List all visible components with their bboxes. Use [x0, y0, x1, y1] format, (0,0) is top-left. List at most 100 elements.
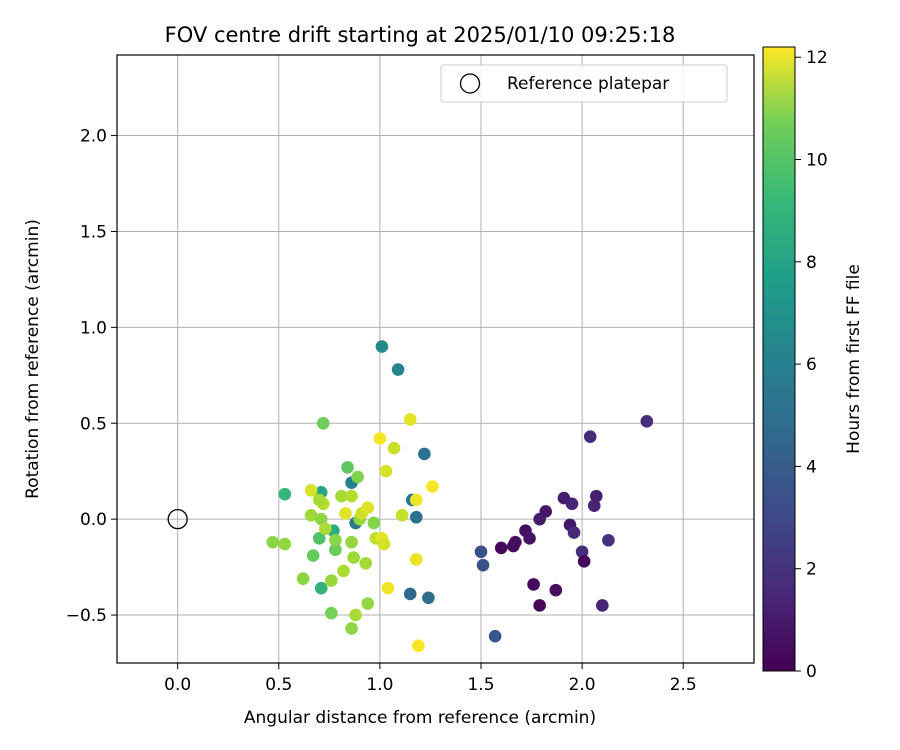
- data-point: [278, 537, 292, 551]
- data-point: [395, 509, 409, 522]
- data-point: [329, 533, 342, 547]
- data-point: [381, 581, 395, 595]
- data-point: [296, 572, 310, 585]
- y-axis-ticks: −0.5 0.0 0.5 1.0 1.5 2.0: [66, 127, 117, 626]
- data-point: [367, 516, 381, 530]
- data-point: [488, 629, 502, 643]
- data-point: [412, 639, 425, 653]
- data-point: [312, 493, 326, 507]
- data-point: [335, 489, 348, 503]
- colorbar-tick-label: 2: [806, 560, 817, 580]
- x-tick-label: 1.5: [467, 675, 494, 695]
- plot-frame: [116, 54, 755, 664]
- colorbar: 0 2 4 6 8 10 12 Hours from first FF file: [762, 46, 864, 682]
- data-point: [345, 622, 358, 635]
- data-point: [339, 507, 352, 520]
- x-tick-label: 1.0: [366, 675, 393, 695]
- data-point: [337, 564, 350, 578]
- x-tick-label: 0.5: [265, 675, 292, 695]
- legend-reference-label: Reference platepar: [507, 74, 669, 94]
- data-point: [329, 543, 342, 557]
- colorbar-tick-label: 4: [806, 457, 817, 477]
- legend-box: [440, 64, 728, 103]
- data-point: [403, 587, 417, 601]
- data-point: [589, 489, 603, 503]
- data-point: [304, 509, 318, 522]
- data-point: [361, 501, 375, 514]
- data-point: [527, 578, 540, 591]
- data-point: [575, 545, 589, 559]
- y-axis-label: Rotation from reference (arcmin): [23, 219, 43, 499]
- data-point: [316, 416, 330, 430]
- data-point: [266, 535, 280, 549]
- data-point: [539, 505, 553, 518]
- data-point: [312, 532, 326, 545]
- data-point: [494, 541, 508, 555]
- data-point: [403, 413, 417, 426]
- colorbar-ticks: 0 2 4 6 8 10 12: [795, 48, 828, 682]
- data-point: [549, 583, 563, 597]
- colorbar-tick-label: 10: [806, 151, 828, 171]
- colorbar-tick-label: 0: [806, 662, 817, 682]
- reference-platepar-point: [167, 509, 188, 530]
- colorbar-gradient: [762, 46, 796, 672]
- data-point: [325, 606, 338, 620]
- y-tick-label: 0.5: [80, 414, 107, 434]
- data-point: [426, 480, 439, 493]
- data-point: [278, 487, 292, 501]
- data-point: [409, 510, 423, 524]
- data-point: [409, 493, 423, 507]
- data-point: [306, 549, 320, 562]
- data-point: [523, 532, 536, 545]
- data-point: [375, 340, 389, 353]
- data-point: [345, 489, 358, 503]
- data-point: [341, 461, 354, 474]
- x-axis-label: Angular distance from reference (arcmin): [244, 708, 596, 728]
- y-tick-label: 1.0: [80, 318, 107, 338]
- data-point: [349, 608, 362, 622]
- data-point: [602, 533, 615, 547]
- x-tick-label: 2.0: [569, 675, 596, 695]
- data-point: [351, 470, 364, 484]
- data-point: [373, 432, 387, 445]
- data-point: [567, 526, 581, 539]
- chart-title: FOV centre drift starting at 2025/01/10 …: [165, 23, 676, 47]
- grid-lines: [117, 55, 754, 663]
- data-point: [565, 497, 579, 511]
- y-tick-label: 0.0: [80, 510, 107, 530]
- data-point: [379, 464, 393, 478]
- data-point: [474, 545, 488, 559]
- reference-marker: [167, 509, 188, 530]
- data-point: [387, 441, 401, 455]
- colorbar-tick-label: 12: [806, 48, 828, 68]
- y-tick-label: 1.5: [80, 222, 107, 242]
- data-point: [577, 555, 591, 568]
- data-point: [533, 599, 546, 612]
- y-tick-label: −0.5: [66, 606, 107, 626]
- colorbar-label: Hours from first FF file: [844, 264, 864, 454]
- data-point: [314, 512, 328, 526]
- data-point: [325, 574, 338, 587]
- x-axis-ticks: 0.0 0.5 1.0 1.5 2.0 2.5: [164, 663, 697, 695]
- data-point: [359, 556, 373, 570]
- data-point: [391, 363, 405, 376]
- colorbar-tick-label: 6: [806, 355, 817, 375]
- data-point: [476, 558, 490, 572]
- data-point: [422, 591, 435, 605]
- data-point: [509, 535, 522, 549]
- data-point: [345, 535, 358, 549]
- data-point: [347, 551, 360, 564]
- data-point: [587, 499, 601, 513]
- data-points: [266, 340, 654, 653]
- data-point: [361, 597, 375, 610]
- x-tick-label: 0.0: [164, 675, 191, 695]
- data-point: [377, 537, 391, 551]
- legend-reference-marker: [459, 73, 481, 94]
- data-point: [314, 581, 328, 595]
- colorbar-tick-label: 8: [806, 253, 817, 273]
- data-point: [318, 522, 332, 536]
- data-point: [418, 447, 431, 461]
- x-tick-label: 2.5: [670, 675, 697, 695]
- data-point: [583, 430, 597, 443]
